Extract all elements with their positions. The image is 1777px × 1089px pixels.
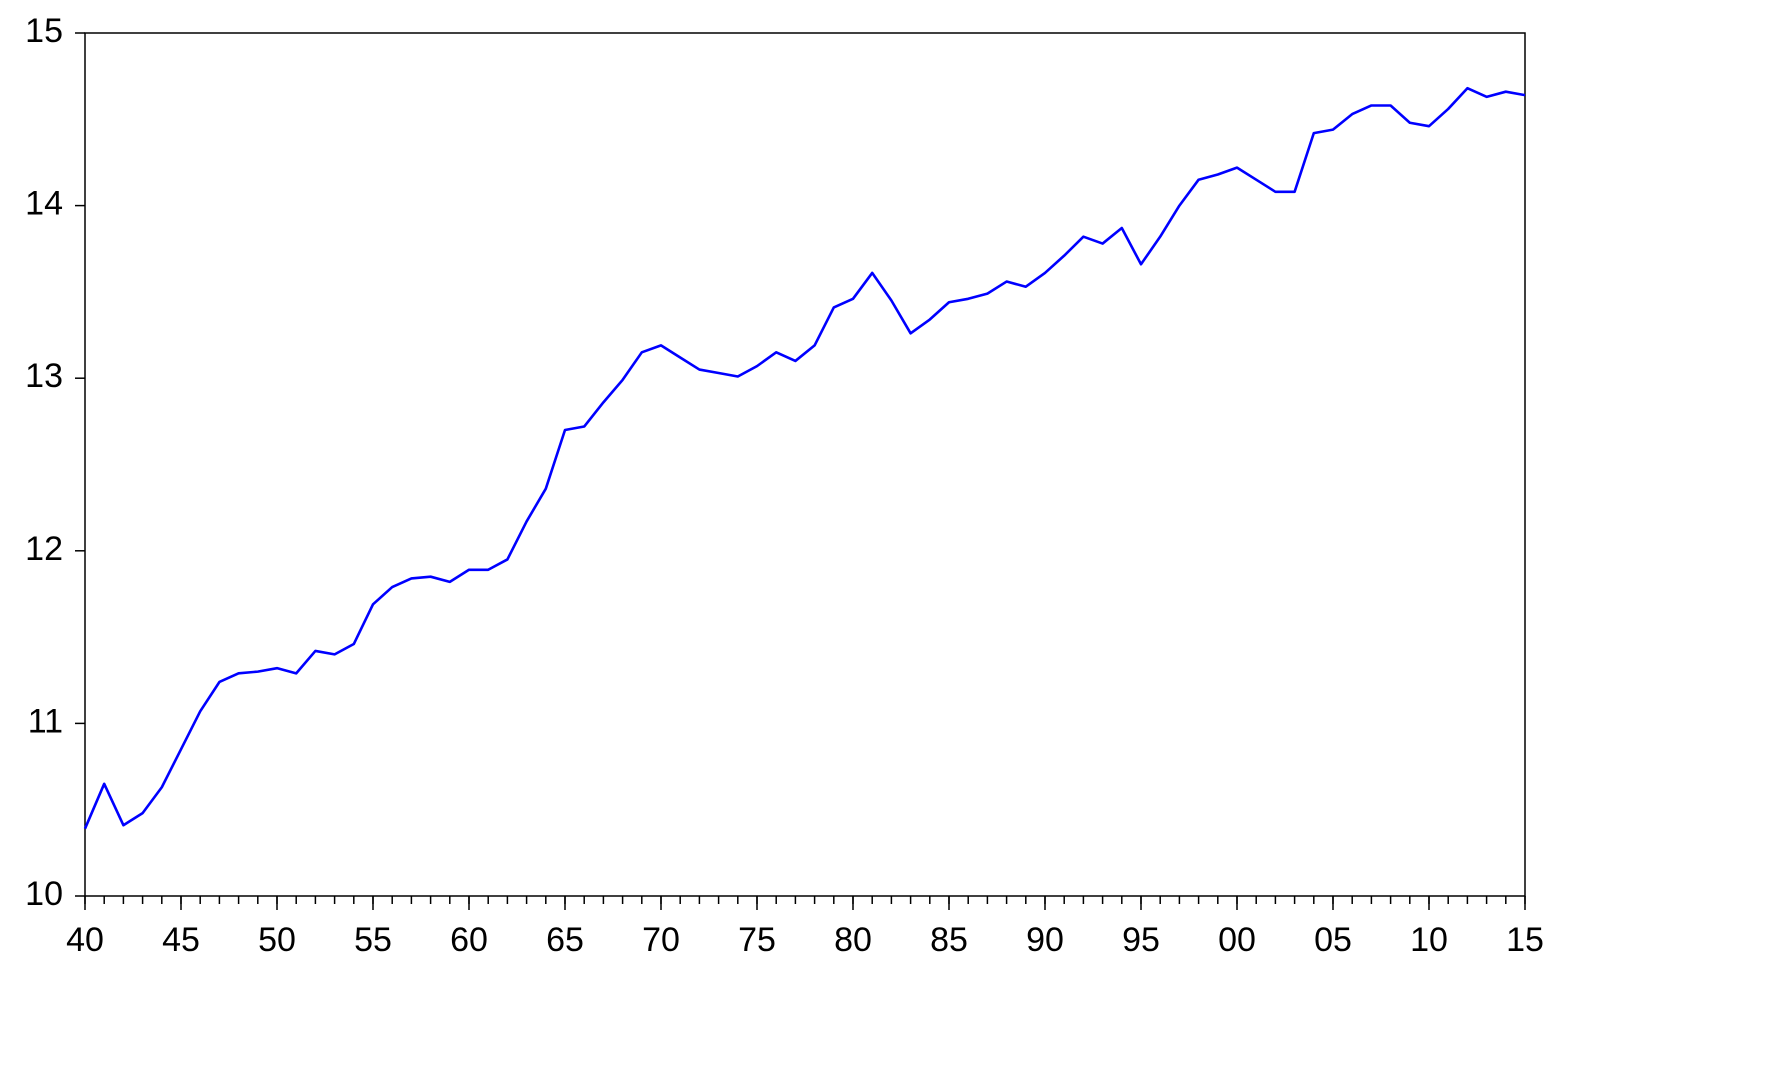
x-tick-label: 40 [66,921,104,959]
y-tick-label: 13 [25,357,63,395]
x-tick-label: 75 [738,921,776,959]
x-tick-label: 05 [1314,921,1352,959]
plot-frame [84,32,1526,897]
y-tick-label: 10 [25,875,63,913]
y-tick-label: 11 [28,702,63,740]
x-tick-label: 70 [642,921,680,959]
y-tick-label: 15 [25,12,63,50]
x-tick-label: 00 [1218,921,1256,959]
x-tick-label: 50 [258,921,296,959]
y-tick-label: 14 [25,185,63,223]
x-tick-label: 90 [1026,921,1064,959]
x-tick-label: 10 [1410,921,1448,959]
x-tick-label: 15 [1506,921,1544,959]
line-series [83,86,1526,830]
x-tick-label: 95 [1122,921,1160,959]
x-tick-label: 60 [450,921,488,959]
y-tick-label: 12 [25,530,63,568]
x-tick-label: 80 [834,921,872,959]
x-tick-label: 85 [930,921,968,959]
x-tick-label: 45 [162,921,200,959]
x-tick-label: 55 [354,921,392,959]
x-tick-label: 65 [546,921,584,959]
